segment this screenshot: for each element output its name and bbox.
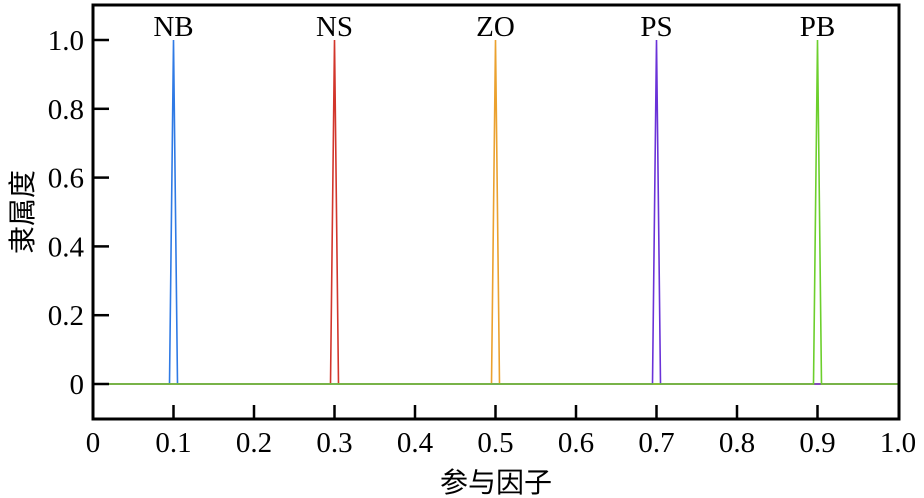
series-label-ps: PS — [640, 11, 672, 43]
plot-series — [93, 39, 898, 385]
y-tick-label: 0.8 — [48, 94, 84, 126]
x-tick-label: 1.0 — [880, 427, 916, 459]
x-tick-label: 0.2 — [236, 427, 272, 459]
x-axis-ticks: 0 0.1 0.2 0.3 0.4 0.5 0.6 0.7 0.8 0.9 1.0 — [86, 405, 916, 459]
y-axis-title: 隶属度 — [6, 170, 39, 254]
x-tick-label: 0.3 — [316, 427, 352, 459]
y-tick-label: 0.2 — [48, 300, 84, 332]
x-tick-label: 0.7 — [638, 427, 674, 459]
x-tick-label: 0.9 — [799, 427, 835, 459]
x-tick-label: 0.8 — [719, 427, 755, 459]
x-tick-label: 0.5 — [477, 427, 513, 459]
series-label-ns: NS — [316, 11, 353, 43]
series-label-zo: ZO — [476, 11, 515, 43]
y-axis-ticks: 0 0.2 0.4 0.6 0.8 1.0 — [48, 25, 109, 401]
x-tick-label: 0.1 — [155, 427, 191, 459]
x-tick-label: 0.6 — [558, 427, 594, 459]
x-tick-label: 0 — [86, 427, 101, 459]
y-tick-label: 1.0 — [48, 25, 84, 57]
series-line-pb — [93, 39, 898, 385]
y-tick-label: 0.4 — [48, 231, 85, 263]
series-labels: NB NS ZO PS PB — [153, 11, 835, 43]
series-line-zo — [93, 39, 898, 385]
series-label-pb: PB — [800, 11, 835, 43]
x-tick-label: 0.4 — [397, 427, 434, 459]
series-label-nb: NB — [153, 11, 193, 43]
y-tick-label: 0 — [70, 369, 85, 401]
y-tick-label: 0.6 — [48, 163, 84, 195]
x-axis-title: 参与因子 — [440, 466, 552, 498]
